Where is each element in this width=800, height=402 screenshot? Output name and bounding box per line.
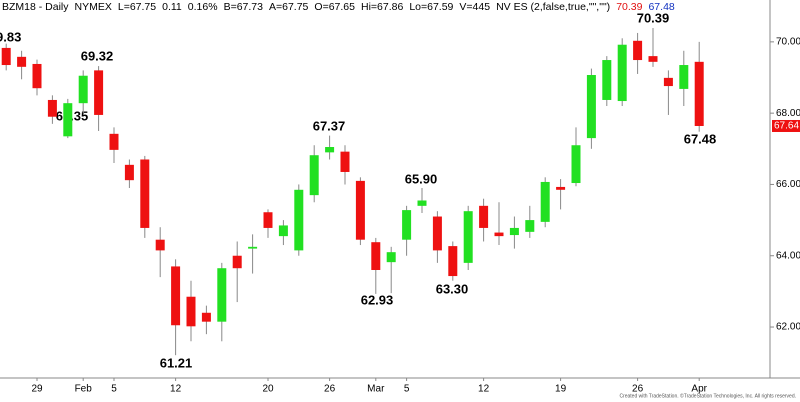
x-tick-label: 19 [555,384,567,395]
candle-body [617,44,627,102]
x-tick-label: 12 [170,384,182,395]
annotation: 67.37 [313,118,346,133]
candle-body [124,164,134,181]
y-tick-label: 66.00 [776,179,800,190]
x-tick-label: 20 [262,384,274,395]
candle-body [663,77,673,87]
header-item: BZM18 - Daily [2,1,69,13]
header-item: 67.48 [648,1,674,13]
candle-body [47,99,57,117]
candle-body [278,225,288,237]
candle-body [155,239,165,251]
x-tick-label: 12 [478,384,490,395]
candle-body [679,65,689,89]
candle-body [432,216,442,251]
candle-body [109,133,119,150]
header-item: NYMEX [75,1,112,13]
candle-body [463,211,473,263]
header-item: V=445 [459,1,490,13]
candle-body [186,296,196,327]
candle-body [417,200,427,206]
last-price-box [772,119,800,132]
y-tick-label: 62.00 [776,322,800,333]
candle-body [633,40,643,61]
x-tick-label: 26 [324,384,336,395]
candle-body [294,189,304,251]
annotation: 67.48 [684,131,717,146]
candle-body [263,212,273,228]
header: BZM18 - Daily NYMEX L=67.75 0.11 0.16% B=67.7… [2,1,675,13]
y-tick-label: 64.00 [776,250,800,261]
annotation: 65.90 [405,171,438,186]
candle-body [694,61,704,126]
candle-body [171,266,181,326]
candle-body [525,220,535,232]
annotation: 70.39 [637,10,670,25]
candle-body [94,70,104,115]
x-tick-label: Feb [75,384,93,395]
footer: Created with TradeStation. ©TradeStation… [619,392,796,399]
candle-body [17,56,27,67]
candle-body [402,210,412,240]
header-item: 0.16% [188,1,218,13]
candle-body [248,246,258,249]
candle-body [571,145,581,184]
candle-body [509,227,519,236]
candle-body [648,56,658,62]
candle-body [340,151,350,172]
annotation: 62.93 [361,292,394,307]
x-tick-label: Mar [367,384,385,395]
candle-body [325,147,335,153]
candle-body [448,246,458,277]
y-tick-label: 68.00 [776,108,800,119]
header-item: 70.39 [616,1,642,13]
annotation: 9.83 [0,29,21,44]
header-item: O=67.65 [314,1,355,13]
candle-body [201,312,211,322]
header-item: 0.11 [162,1,182,13]
x-tick-label: 26 [632,384,644,395]
header-item: NV ES (2,false,true,"","") [496,1,610,13]
candle-body [217,268,227,322]
candle-body [586,75,596,139]
last-price-label: 67.64 [774,121,799,132]
header-item: A=67.75 [269,1,309,13]
header-item: Lo=67.59 [409,1,453,13]
candle-body [63,103,73,137]
annotation: 63.30 [436,281,469,296]
candle-body [355,180,365,240]
candle-body [32,63,42,89]
x-tick-label: 5 [111,384,117,395]
y-tick-label: 70.00 [776,37,800,48]
candle-body [602,60,612,100]
x-tick-label: 29 [31,384,43,395]
candle-body [494,232,504,237]
annotation: 69.32 [81,48,114,63]
x-tick-label: 5 [404,384,410,395]
header-item: L=67.75 [118,1,156,13]
candle-body [371,242,381,270]
candle-body [479,205,489,228]
candle-body [309,155,319,196]
candle-body [1,47,11,66]
candle-body [78,75,88,104]
candle-body [386,252,396,263]
candle-body [556,186,566,190]
candle-body [540,181,550,222]
header-item: B=67.73 [224,1,264,13]
x-tick-label: Apr [691,384,707,395]
header-item: Hi=67.86 [361,1,403,13]
candle-body [140,159,150,228]
candle-body [232,255,242,269]
annotation: 61.21 [160,355,193,370]
